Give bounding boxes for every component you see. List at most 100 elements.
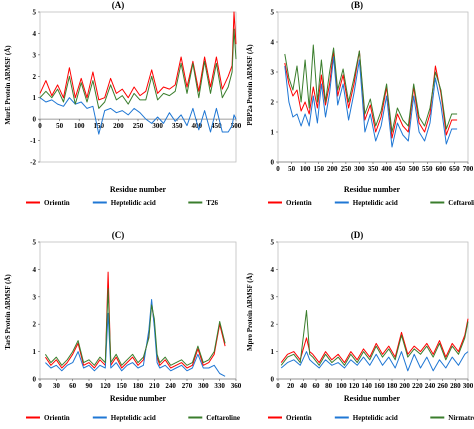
- y-axis-title: Mpro Protein ΔRMSF (Å): [246, 272, 254, 351]
- y-tick-label: 3: [33, 51, 37, 59]
- chart-panel-3: (C) 0 1 2 3 4 5 0 30 60 90 120 150 180 210 240 270 300 330…: [4, 230, 242, 422]
- plot-area-border: [39, 11, 237, 163]
- y-tick-label: 5: [271, 239, 275, 247]
- y-tick-label: 0: [33, 116, 37, 124]
- y-tick-label: 0: [271, 159, 275, 167]
- x-tick-label: 30: [53, 382, 61, 390]
- series-line-t26: [39, 28, 237, 109]
- y-tick-label: 4: [33, 30, 37, 38]
- x-tick-label: 160: [374, 382, 385, 390]
- x-tick-label: 270: [182, 382, 193, 390]
- legend-label: Orientin: [286, 414, 312, 422]
- legend-item: Heptelidic acid: [334, 414, 398, 422]
- series-line-orientin: [39, 11, 237, 101]
- x-tick-label: 100: [74, 122, 85, 130]
- y-tick-label: -2: [30, 159, 36, 167]
- legend: Orientin Heptelidic acid Nirmatrelvir: [268, 414, 474, 422]
- series-line-heptelidic-acid: [39, 97, 237, 135]
- x-tick-label: 260: [437, 382, 448, 390]
- x-tick-label: 100: [336, 382, 347, 390]
- x-tick-label: 250: [133, 122, 144, 130]
- legend-item: Orientin: [268, 414, 312, 422]
- x-tick-label: 60: [69, 382, 77, 390]
- x-tick-label: 300: [463, 382, 474, 390]
- y-axis-title: MurE Protein ΔRMSF (Å): [4, 45, 12, 125]
- x-tick-label: 650: [449, 165, 460, 173]
- y-tick-label: 2: [33, 73, 37, 81]
- x-tick-label: 400: [192, 122, 203, 130]
- x-axis-title: Residue number: [344, 185, 401, 194]
- x-tick-label: 0: [38, 382, 42, 390]
- y-tick-label: 4: [271, 266, 275, 274]
- series-line-heptelidic-acid: [280, 351, 469, 372]
- y-tick-label: 5: [33, 9, 37, 17]
- x-tick-label: 250: [341, 165, 352, 173]
- series-line-ceftaroline: [44, 288, 226, 366]
- x-tick-label: 350: [368, 165, 379, 173]
- legend-item: T26: [188, 199, 218, 207]
- x-tick-label: 210: [149, 382, 160, 390]
- x-tick-label: 180: [133, 382, 144, 390]
- panel-label: (A): [112, 0, 125, 10]
- legend-item: Heptelidic acid: [334, 199, 398, 207]
- legend-label: Ceftaroline: [206, 414, 240, 422]
- series-line-orientin: [280, 318, 469, 364]
- x-tick-label: 140: [361, 382, 372, 390]
- legend-label: Ceftaroline: [448, 199, 474, 207]
- x-tick-label: 200: [399, 382, 410, 390]
- legend-item: Orientin: [26, 199, 70, 207]
- x-tick-label: 180: [387, 382, 398, 390]
- x-tick-label: 20: [287, 382, 295, 390]
- x-tick-label: 450: [395, 165, 406, 173]
- x-tick-label: 700: [463, 165, 474, 173]
- x-tick-label: 50: [56, 122, 64, 130]
- y-tick-label: 5: [33, 239, 37, 247]
- x-tick-label: 0: [276, 165, 280, 173]
- legend-label: Heptelidic acid: [111, 199, 156, 207]
- x-tick-label: 360: [231, 382, 242, 390]
- legend-item: Orientin: [268, 199, 312, 207]
- panel-label: (C): [112, 230, 125, 240]
- y-tick-label: 1: [33, 348, 37, 356]
- y-tick-label: 4: [271, 39, 275, 47]
- x-axis-title: Residue number: [110, 185, 167, 194]
- y-tick-label: -1: [30, 137, 36, 145]
- x-tick-label: 550: [422, 165, 433, 173]
- x-tick-label: 90: [86, 382, 94, 390]
- legend-item: Orientin: [26, 414, 70, 422]
- x-tick-label: 150: [116, 382, 127, 390]
- x-tick-label: 0: [38, 122, 42, 130]
- legend-label: T26: [206, 199, 218, 207]
- legend-label: Heptelidic acid: [353, 199, 398, 207]
- x-tick-label: 60: [313, 382, 321, 390]
- y-tick-label: 2: [271, 321, 275, 329]
- x-tick-label: 220: [412, 382, 423, 390]
- legend-item: Heptelidic acid: [92, 414, 156, 422]
- x-tick-label: 150: [94, 122, 105, 130]
- x-tick-label: 300: [152, 122, 163, 130]
- panel-label: (B): [351, 0, 363, 10]
- y-tick-label: 2: [271, 99, 275, 107]
- legend-label: Nirmatrelvir: [448, 414, 474, 422]
- y-tick-label: 3: [271, 69, 275, 77]
- x-tick-label: 500: [231, 122, 242, 130]
- legend-item: Ceftaroline: [430, 199, 474, 207]
- x-tick-label: 200: [113, 122, 124, 130]
- y-axis-title: TarS Protein ΔRMSF (Å): [4, 274, 12, 350]
- y-tick-label: 0: [33, 376, 37, 384]
- y-tick-label: 1: [271, 348, 275, 356]
- legend-label: Orientin: [286, 199, 312, 207]
- x-tick-label: 300: [354, 165, 365, 173]
- x-tick-label: 240: [165, 382, 176, 390]
- panel-label: (D): [351, 230, 364, 240]
- legend-item: Nirmatrelvir: [430, 414, 474, 422]
- legend-label: Orientin: [44, 414, 70, 422]
- x-axis-title: Residue number: [110, 394, 167, 403]
- x-tick-label: 50: [288, 165, 296, 173]
- x-tick-label: 280: [450, 382, 461, 390]
- legend: Orientin Heptelidic acid Ceftaroline: [268, 199, 474, 207]
